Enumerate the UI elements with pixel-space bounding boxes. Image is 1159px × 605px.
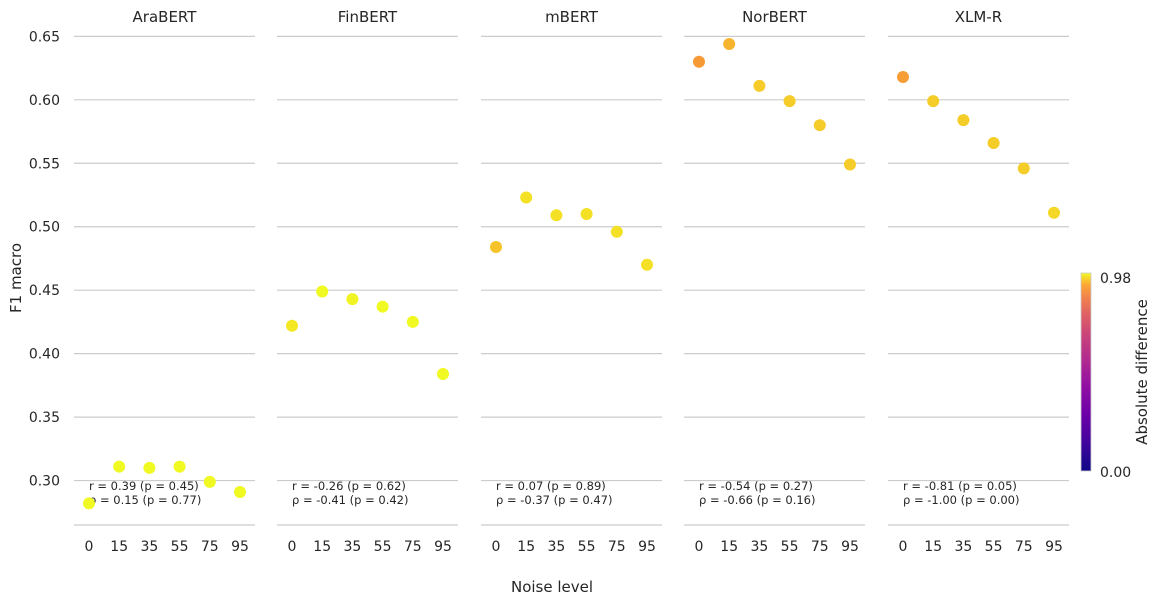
panel-title: mBERT xyxy=(545,8,599,26)
x-tick-label: 15 xyxy=(517,539,535,555)
y-axis-title: F1 macro xyxy=(7,243,25,313)
data-point xyxy=(610,225,623,238)
x-tick-label: 75 xyxy=(1015,539,1033,555)
data-point xyxy=(957,114,970,127)
panels-layer: AraBERT r = 0.39 (p = 0.45)ρ = 0.15 (p = … xyxy=(74,8,1069,555)
y-tick-label: 0.40 xyxy=(29,347,60,363)
correlation-r-annotation: r = -0.54 (p = 0.27) xyxy=(699,479,813,493)
x-tick-label: 55 xyxy=(171,539,189,555)
correlation-r-annotation: r = 0.07 (p = 0.89) xyxy=(496,479,606,493)
x-tick-label: 75 xyxy=(608,539,626,555)
x-tick-label: 75 xyxy=(811,539,829,555)
y-tick-label: 0.30 xyxy=(29,474,60,490)
data-point xyxy=(897,70,909,83)
x-axis-title: Noise level xyxy=(511,578,593,596)
panel-title: XLM-R xyxy=(955,8,1002,26)
x-tick-label: 15 xyxy=(924,539,942,555)
correlation-r-annotation: r = -0.26 (p = 0.62) xyxy=(292,479,406,493)
data-point xyxy=(316,285,329,298)
x-tick-label: 15 xyxy=(720,539,738,555)
correlation-rho-annotation: ρ = -1.00 (p = 0.00) xyxy=(903,493,1019,507)
x-tick-label: 35 xyxy=(954,539,972,555)
correlation-r-annotation: r = -0.81 (p = 0.05) xyxy=(903,479,1017,493)
x-tick-label: 55 xyxy=(985,539,1003,555)
data-point xyxy=(723,37,736,50)
x-tick-label: 35 xyxy=(140,539,158,555)
panel-title: AraBERT xyxy=(133,8,198,26)
correlation-rho-annotation: ρ = 0.15 (p = 0.77) xyxy=(89,493,201,507)
x-tick-label: 0 xyxy=(492,539,501,555)
x-tick-label: 95 xyxy=(841,539,859,555)
x-tick-label: 0 xyxy=(899,539,908,555)
x-tick-label: 0 xyxy=(85,539,94,555)
correlation-rho-annotation: ρ = -0.41 (p = 0.42) xyxy=(292,493,408,507)
x-tick-label: 55 xyxy=(781,539,799,555)
data-point xyxy=(987,136,1000,149)
data-point xyxy=(234,486,246,498)
panel-norbert: NorBERT r = -0.54 (p = 0.27)ρ = -0.66 (p … xyxy=(684,8,865,555)
data-point xyxy=(520,191,533,204)
x-tick-label: 95 xyxy=(231,539,249,555)
data-point xyxy=(1017,162,1030,175)
data-point xyxy=(1048,206,1060,219)
correlation-rho-annotation: ρ = -0.37 (p = 0.47) xyxy=(496,493,612,507)
data-point xyxy=(550,209,563,222)
y-tick-label: 0.65 xyxy=(29,29,60,45)
x-tick-label: 95 xyxy=(1045,539,1063,555)
x-tick-label: 55 xyxy=(578,539,596,555)
colorbar: 0.98 0.00 Absolute difference xyxy=(1080,271,1151,481)
correlation-rho-annotation: ρ = -0.66 (p = 0.16) xyxy=(699,493,815,507)
colorbar-min-label: 0.00 xyxy=(1100,465,1131,481)
x-tick-label: 75 xyxy=(201,539,219,555)
x-tick-label: 15 xyxy=(110,539,128,555)
y-tick-label: 0.50 xyxy=(29,220,60,236)
y-tick-label: 0.35 xyxy=(29,410,60,426)
colorbar-max-label: 0.98 xyxy=(1100,271,1131,287)
data-point xyxy=(346,293,359,306)
x-tick-label: 35 xyxy=(750,539,768,555)
data-point xyxy=(813,119,826,132)
data-point xyxy=(376,300,389,313)
panel-title: FinBERT xyxy=(338,8,398,26)
data-point xyxy=(113,460,126,473)
panel-finbert: FinBERT r = -0.26 (p = 0.62)ρ = -0.41 (p … xyxy=(277,8,458,555)
panel-mbert: mBERT r = 0.07 (p = 0.89)ρ = -0.37 (p = 0… xyxy=(481,8,662,555)
data-point xyxy=(927,95,940,108)
x-tick-label: 35 xyxy=(343,539,361,555)
x-tick-label: 35 xyxy=(547,539,565,555)
data-point xyxy=(173,460,186,473)
panel-title: NorBERT xyxy=(742,8,808,26)
data-point xyxy=(203,475,216,488)
y-tick-label: 0.45 xyxy=(29,283,60,299)
x-tick-label: 95 xyxy=(434,539,452,555)
data-point xyxy=(753,79,766,92)
data-point xyxy=(693,55,705,68)
x-tick-label: 75 xyxy=(404,539,422,555)
panel-arabert: AraBERT r = 0.39 (p = 0.45)ρ = 0.15 (p = … xyxy=(74,8,255,555)
x-tick-label: 15 xyxy=(313,539,331,555)
data-point xyxy=(490,241,502,254)
x-tick-label: 95 xyxy=(638,539,656,555)
y-tick-label: 0.55 xyxy=(29,156,60,172)
data-point xyxy=(783,95,796,108)
data-point xyxy=(437,367,449,380)
x-tick-label: 0 xyxy=(288,539,297,555)
y-axis: 0.30 0.35 0.40 0.45 0.50 0.55 0.60 0.65 xyxy=(29,29,60,489)
data-point xyxy=(286,319,298,332)
data-point xyxy=(83,497,95,510)
y-tick-label: 0.60 xyxy=(29,93,60,109)
data-point xyxy=(143,461,156,474)
data-point xyxy=(641,258,653,271)
panel-xlm-r: XLM-R r = -0.81 (p = 0.05)ρ = -1.00 (p = … xyxy=(888,8,1069,555)
data-point xyxy=(406,315,419,328)
colorbar-gradient xyxy=(1080,272,1092,472)
correlation-r-annotation: r = 0.39 (p = 0.45) xyxy=(89,479,199,493)
x-tick-label: 55 xyxy=(374,539,392,555)
data-point xyxy=(580,208,593,221)
colorbar-title: Absolute difference xyxy=(1133,299,1151,445)
x-tick-label: 0 xyxy=(695,539,704,555)
data-point xyxy=(844,158,856,171)
